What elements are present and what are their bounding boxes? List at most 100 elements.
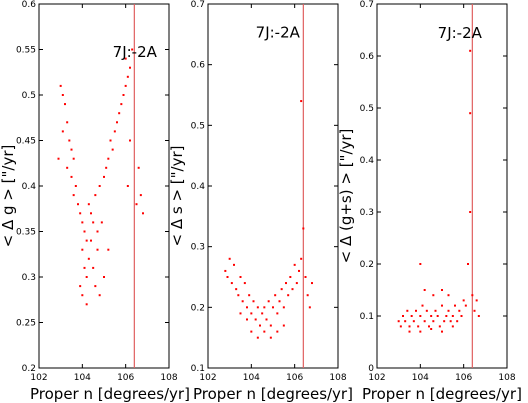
y-tick-label: 0.45: [16, 137, 36, 147]
x-tick-label: 104: [243, 373, 260, 383]
data-point: [64, 103, 66, 106]
data-point: [300, 257, 303, 260]
data-point: [72, 194, 75, 197]
data-point: [415, 309, 417, 312]
x-tick-label: 106: [286, 373, 303, 383]
data-point: [295, 282, 298, 285]
data-point: [430, 328, 433, 330]
data-point: [246, 318, 248, 321]
plot-frame: [376, 3, 508, 369]
data-point: [269, 336, 272, 339]
panel-delta-g-plus-s: 102 104 106 108 0 0.1 0.2 0.3 0.4 0.5 0.6 0.7 7J:-2A…: [337, 0, 522, 403]
data-point: [451, 315, 454, 317]
y-axis-label: < Δ s > ["/yr]: [168, 146, 186, 247]
data-point: [256, 336, 259, 339]
data-point: [77, 203, 79, 206]
data-point: [103, 175, 105, 178]
data-point: [230, 282, 233, 285]
data-point: [109, 139, 112, 142]
data-point: [259, 324, 261, 327]
data-point: [228, 257, 231, 260]
data-point: [285, 282, 287, 285]
data-point: [399, 325, 402, 328]
data-point: [289, 276, 292, 278]
data-point: [456, 320, 459, 323]
data-point: [66, 121, 69, 124]
data-point: [111, 148, 114, 151]
y-tick-label: 0.2: [360, 260, 374, 270]
y-tick-label: 0.3: [191, 243, 205, 253]
data-point: [425, 309, 428, 312]
data-point: [441, 304, 443, 307]
data-point: [267, 300, 270, 303]
data-point: [83, 230, 86, 233]
y-axis-label: < Δ (g+s) > ["/yr]: [337, 129, 355, 264]
data-point: [107, 157, 110, 160]
data-point: [432, 320, 435, 323]
x-tick-label: 104: [74, 373, 91, 383]
y-tick-label: 0.7: [360, 0, 374, 10]
data-point: [269, 324, 272, 327]
data-point: [226, 276, 229, 278]
data-point: [129, 139, 131, 142]
data-point: [122, 94, 125, 96]
data-point: [81, 294, 84, 297]
data-point: [441, 330, 443, 333]
data-point: [445, 315, 448, 317]
y-tick-label: 0.3: [22, 273, 36, 283]
data-point: [274, 294, 277, 297]
data-point: [443, 320, 446, 323]
data-point: [311, 282, 313, 285]
data-point: [57, 157, 60, 160]
data-point: [131, 48, 134, 51]
data-point: [90, 239, 92, 242]
y-axis-label: < Δ g > ["/yr]: [0, 145, 17, 248]
data-point: [103, 276, 105, 278]
data-point: [85, 239, 88, 242]
data-point: [263, 330, 266, 333]
data-point: [92, 221, 95, 224]
data-point: [449, 320, 452, 323]
data-point: [74, 185, 77, 187]
data-point: [300, 100, 303, 103]
data-point: [239, 312, 242, 315]
data-point: [256, 306, 259, 309]
data-point: [87, 203, 90, 206]
x-axis-label: Proper n [degrees/yr]: [193, 385, 353, 403]
data-point: [475, 299, 478, 302]
data-point: [243, 282, 246, 285]
x-tick-label: 106: [117, 373, 134, 383]
x-tick-label: 102: [30, 373, 47, 383]
data-point: [469, 211, 472, 213]
y-tick-label: 0.6: [360, 52, 375, 62]
data-point: [428, 325, 430, 328]
data-point: [473, 309, 476, 312]
data-point: [120, 103, 123, 106]
y-tick-label: 0.25: [16, 319, 36, 329]
data-point: [118, 112, 121, 115]
data-point: [248, 294, 251, 297]
data-point: [306, 294, 309, 297]
data-point: [434, 309, 437, 312]
data-point: [451, 325, 454, 328]
data-point: [116, 121, 118, 124]
data-point: [100, 221, 103, 224]
data-point: [98, 294, 101, 297]
data-point: [308, 306, 311, 309]
data-point: [124, 57, 127, 60]
data-point: [412, 320, 415, 323]
data-point: [397, 320, 400, 323]
x-tick-label: 104: [412, 373, 429, 383]
data-point: [68, 139, 71, 142]
data-point: [254, 318, 257, 321]
data-point: [92, 266, 95, 269]
data-point: [419, 315, 422, 317]
data-point: [423, 320, 426, 323]
data-point: [454, 304, 456, 307]
y-tick-label: 0.6: [22, 0, 37, 10]
data-point: [137, 166, 140, 169]
data-point: [81, 221, 84, 224]
plot-frame: [207, 3, 339, 369]
resonance-label: 7J:-2A: [113, 43, 158, 61]
